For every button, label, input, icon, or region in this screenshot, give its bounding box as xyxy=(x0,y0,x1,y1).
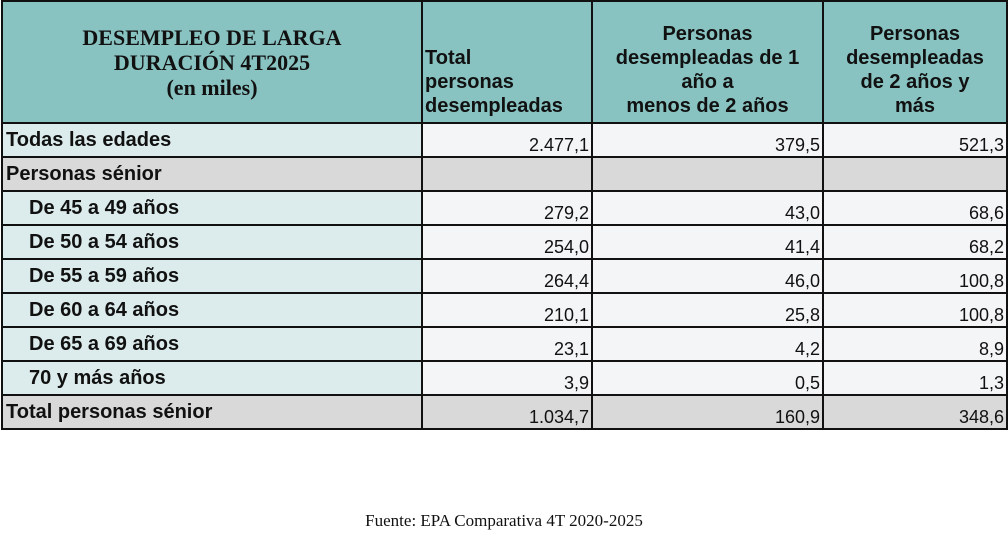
row-label: De 50 a 54 años xyxy=(1,224,423,260)
header-line: Personas xyxy=(869,23,961,45)
column-header-1-to-2-years: Personas desempleadas de 1 año a menos d… xyxy=(591,0,824,124)
cell-total xyxy=(421,156,593,192)
table-row: De 55 a 59 años 264,4 46,0 100,8 xyxy=(1,258,1008,294)
header-line: Total xyxy=(425,47,472,69)
cell-2-plus-years: 100,8 xyxy=(822,258,1008,294)
cell-1-to-2-years: 43,0 xyxy=(591,190,824,226)
cell-total: 2.477,1 xyxy=(421,122,593,158)
header-row: DESEMPLEO DE LARGA DURACIÓN 4T2025 (en m… xyxy=(1,0,1008,124)
long-term-unemployment-table: DESEMPLEO DE LARGA DURACIÓN 4T2025 (en m… xyxy=(1,0,1008,430)
header-line: menos de 2 años xyxy=(626,95,789,117)
title-line: DESEMPLEO DE LARGA xyxy=(82,24,342,50)
cell-total: 3,9 xyxy=(421,360,593,396)
section-label: Personas sénior xyxy=(1,156,423,192)
title-line: DURACIÓN 4T2025 xyxy=(113,49,311,75)
table-row: De 60 a 64 años 210,1 25,8 100,8 xyxy=(1,292,1008,328)
table-row-all-ages: Todas las edades 2.477,1 379,5 521,3 xyxy=(1,122,1008,158)
cell-2-plus-years: 68,2 xyxy=(822,224,1008,260)
cell-1-to-2-years: 25,8 xyxy=(591,292,824,328)
cell-2-plus-years: 1,3 xyxy=(822,360,1008,396)
cell-total: 1.034,7 xyxy=(421,394,593,430)
cell-total: 279,2 xyxy=(421,190,593,226)
header-line: desempleadas xyxy=(425,95,563,117)
cell-total: 23,1 xyxy=(421,326,593,362)
table-row-senior-section: Personas sénior xyxy=(1,156,1008,192)
row-label: 70 y más años xyxy=(1,360,423,396)
table-title: DESEMPLEO DE LARGA DURACIÓN 4T2025 (en m… xyxy=(1,0,423,124)
header-line: personas xyxy=(425,71,514,93)
row-label: Total personas sénior xyxy=(1,394,423,430)
row-label: Todas las edades xyxy=(1,122,423,158)
cell-1-to-2-years: 46,0 xyxy=(591,258,824,294)
cell-2-plus-years: 100,8 xyxy=(822,292,1008,328)
header-line: año a xyxy=(681,71,734,93)
row-label: De 65 a 69 años xyxy=(1,326,423,362)
header-line: Personas xyxy=(662,23,753,45)
cell-2-plus-years xyxy=(822,156,1008,192)
table-row: De 65 a 69 años 23,1 4,2 8,9 xyxy=(1,326,1008,362)
cell-total: 264,4 xyxy=(421,258,593,294)
cell-2-plus-years: 521,3 xyxy=(822,122,1008,158)
cell-1-to-2-years: 0,5 xyxy=(591,360,824,396)
table-row: De 45 a 49 años 279,2 43,0 68,6 xyxy=(1,190,1008,226)
header-line: más xyxy=(894,95,936,117)
cell-total: 210,1 xyxy=(421,292,593,328)
cell-1-to-2-years: 379,5 xyxy=(591,122,824,158)
cell-2-plus-years: 348,6 xyxy=(822,394,1008,430)
table-row-senior-total: Total personas sénior 1.034,7 160,9 348,… xyxy=(1,394,1008,430)
cell-1-to-2-years: 4,2 xyxy=(591,326,824,362)
row-label: De 45 a 49 años xyxy=(1,190,423,226)
row-label: De 60 a 64 años xyxy=(1,292,423,328)
header-line: desempleadas xyxy=(846,47,984,69)
row-label: De 55 a 59 años xyxy=(1,258,423,294)
cell-2-plus-years: 8,9 xyxy=(822,326,1008,362)
source-caption: Fuente: EPA Comparativa 4T 2020-2025 xyxy=(365,511,643,530)
cell-1-to-2-years xyxy=(591,156,824,192)
header-line: desempleadas de 1 xyxy=(615,47,800,69)
cell-1-to-2-years: 41,4 xyxy=(591,224,824,260)
table-row: 70 y más años 3,9 0,5 1,3 xyxy=(1,360,1008,396)
column-header-total: Total personas desempleadas xyxy=(421,0,593,124)
table-row: De 50 a 54 años 254,0 41,4 68,2 xyxy=(1,224,1008,260)
cell-2-plus-years: 68,6 xyxy=(822,190,1008,226)
cell-total: 254,0 xyxy=(421,224,593,260)
column-header-2-plus-years: Personas desempleadas de 2 años y más xyxy=(822,0,1008,124)
title-unit: (en miles) xyxy=(166,74,258,100)
header-line: de 2 años y xyxy=(860,71,970,93)
cell-1-to-2-years: 160,9 xyxy=(591,394,824,430)
